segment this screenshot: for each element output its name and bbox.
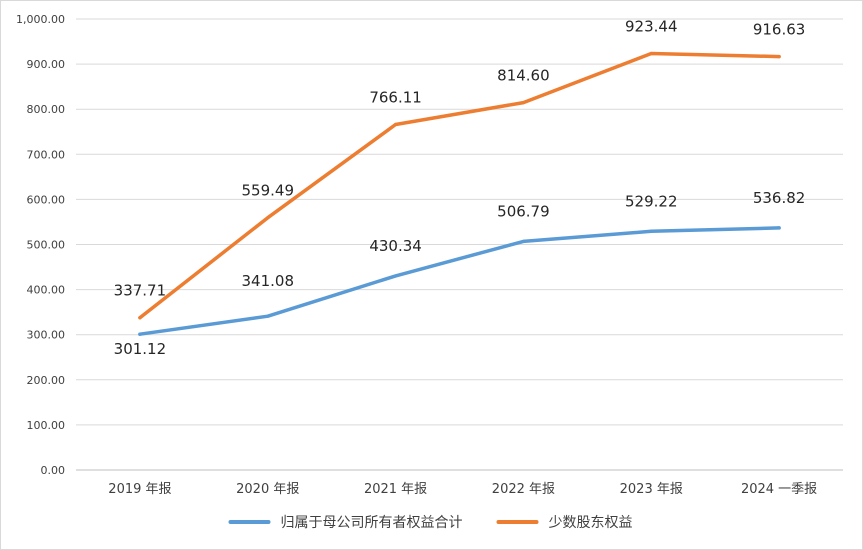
y-tick-label: 800.00 xyxy=(27,103,66,116)
y-tick-label: 100.00 xyxy=(27,419,66,432)
data-point xyxy=(266,216,270,220)
data-point xyxy=(521,101,526,105)
data-point xyxy=(138,316,142,320)
legend-label: 归属于母公司所有者权益合计 xyxy=(281,514,463,531)
data-label: 506.79 xyxy=(497,202,550,220)
y-tick-label: 600.00 xyxy=(27,193,66,206)
data-label: 559.49 xyxy=(242,182,295,200)
data-label: 430.34 xyxy=(369,237,422,255)
series-line-2 xyxy=(138,51,781,320)
x-tick-label: 2021 年报 xyxy=(364,482,427,497)
x-tick-label: 2023 年报 xyxy=(620,482,683,497)
y-axis-ticks: 0.00 100.00 200.00 300.00 400.00 500.00 600.00… xyxy=(16,13,65,477)
data-label: 301.12 xyxy=(114,340,167,358)
y-tick-label: 900.00 xyxy=(27,58,66,71)
y-tick-label: 1,000.00 xyxy=(16,13,65,26)
data-label: 766.11 xyxy=(369,88,422,106)
data-point xyxy=(393,122,398,127)
data-point xyxy=(777,54,781,59)
series-line-1 xyxy=(138,226,781,336)
y-tick-label: 700.00 xyxy=(27,148,66,161)
legend: 归属于母公司所有者权益合计 少数股东权益 xyxy=(228,514,633,531)
gridlines xyxy=(76,18,843,471)
data-label: 814.60 xyxy=(497,67,550,85)
x-tick-label: 2019 年报 xyxy=(108,482,171,497)
x-tick-label: 2022 年报 xyxy=(492,482,555,497)
data-label: 337.71 xyxy=(114,282,167,300)
data-point xyxy=(777,226,781,230)
x-axis-ticks: 2019 年报 2020 年报 2021 年报 2022 年报 2023 年报 2024 … xyxy=(108,482,817,497)
data-point xyxy=(138,332,142,336)
series-lines xyxy=(138,51,781,336)
data-label: 536.82 xyxy=(753,189,806,207)
x-tick-label: 2020 年报 xyxy=(236,482,299,497)
data-point xyxy=(649,51,653,56)
data-point xyxy=(649,229,653,233)
y-tick-label: 200.00 xyxy=(27,374,66,387)
y-tick-label: 500.00 xyxy=(27,239,66,252)
data-label: 341.08 xyxy=(242,272,295,290)
data-label: 923.44 xyxy=(625,18,678,36)
data-point xyxy=(266,314,270,318)
data-labels: 301.12 341.08 430.34 506.79 529.22 536.82 337.… xyxy=(114,18,806,359)
x-tick-label: 2024 一季报 xyxy=(741,482,817,497)
data-label: 916.63 xyxy=(753,21,806,39)
legend-label: 少数股东权益 xyxy=(549,515,633,531)
y-tick-label: 300.00 xyxy=(27,329,66,342)
y-tick-label: 400.00 xyxy=(27,284,66,297)
y-tick-label: 0.00 xyxy=(41,464,66,477)
data-point xyxy=(393,274,398,278)
data-label: 529.22 xyxy=(625,192,678,210)
data-point xyxy=(521,239,526,244)
